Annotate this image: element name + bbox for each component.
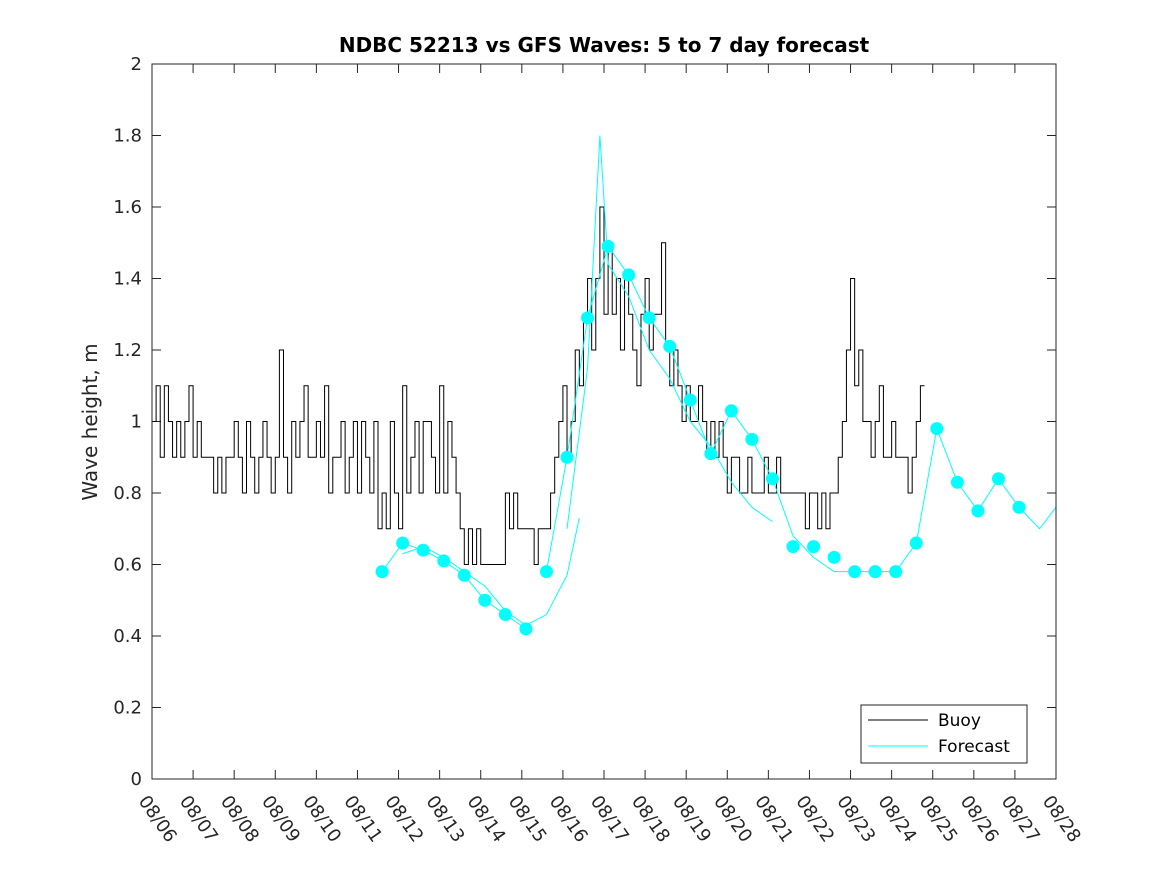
x-tick-label: 08/08	[216, 792, 263, 847]
forecast-marker	[991, 472, 1005, 486]
y-tick-label: 0.6	[113, 555, 142, 576]
forecast-marker	[683, 393, 697, 407]
forecast-marker	[889, 565, 903, 579]
x-tick-label: 08/17	[586, 792, 633, 847]
x-tick-label: 08/19	[668, 792, 715, 847]
forecast-marker	[1012, 500, 1026, 514]
y-tick-label: 1.6	[113, 197, 142, 218]
x-tick-label: 08/09	[257, 792, 304, 847]
forecast-marker	[622, 268, 636, 282]
forecast-marker	[971, 504, 985, 518]
buoy-series-line	[152, 206, 925, 565]
x-tick-label: 08/12	[380, 792, 427, 847]
forecast-marker	[909, 536, 923, 550]
forecast-run-line-4	[566, 135, 773, 529]
x-tick-label: 08/24	[874, 792, 921, 847]
x-tick-label: 08/18	[627, 792, 674, 847]
forecast-marker	[827, 550, 841, 564]
forecast-marker	[930, 422, 944, 436]
legend-box	[860, 704, 1028, 764]
forecast-marker	[539, 565, 553, 579]
forecast-marker	[560, 450, 574, 464]
x-tick-label: 08/20	[709, 792, 756, 847]
forecast-marker	[478, 593, 492, 607]
legend-forecast-label: Forecast	[938, 737, 1010, 757]
forecast-marker	[745, 432, 759, 446]
legend: Buoy Forecast	[860, 704, 1028, 764]
x-tick-label: 08/26	[956, 792, 1003, 847]
forecast-marker	[786, 540, 800, 554]
forecast-marker	[375, 565, 389, 579]
x-tick-label: 08/22	[791, 792, 838, 847]
forecast-marker	[437, 554, 451, 568]
forecast-marker	[457, 568, 471, 582]
x-tick-label: 08/15	[504, 792, 551, 847]
forecast-marker	[807, 540, 821, 554]
forecast-marker	[498, 608, 512, 622]
y-tick-label: 1.4	[113, 269, 142, 290]
y-tick-label: 0.4	[113, 626, 142, 647]
forecast-run-line-2	[402, 517, 580, 626]
forecast-marker	[581, 311, 595, 325]
forecast-run-line-5	[710, 409, 917, 573]
chart-title: NDBC 52213 vs GFS Waves: 5 to 7 day fore…	[339, 33, 870, 57]
y-tick-label: 0	[131, 769, 142, 790]
x-tick-label: 08/23	[832, 792, 879, 847]
plot-frame	[151, 63, 1057, 780]
forecast-marker	[704, 447, 718, 461]
forecast-marker	[724, 404, 738, 418]
forecast-marker	[396, 536, 410, 550]
forecast-marker	[848, 565, 862, 579]
x-tick-label: 08/21	[750, 792, 797, 847]
x-tick-label: 08/14	[463, 792, 510, 847]
forecast-marker	[950, 475, 964, 489]
y-tick-label: 1.8	[113, 126, 142, 147]
x-tick-label: 08/27	[997, 792, 1044, 847]
y-axis-label: Wave height, m	[78, 343, 102, 500]
y-tick-label: 0.8	[113, 483, 142, 504]
forecast-marker	[765, 472, 779, 486]
forecast-marker	[642, 311, 656, 325]
forecast-marker	[663, 339, 677, 353]
forecast-marker	[868, 565, 882, 579]
x-tick-label: 08/16	[545, 792, 592, 847]
x-tick-label: 08/06	[134, 792, 181, 847]
x-tick-label: 08/07	[175, 792, 222, 847]
forecast-marker	[601, 239, 615, 253]
forecast-marker	[519, 622, 533, 636]
legend-buoy-label: Buoy	[938, 711, 981, 731]
x-tick-label: 08/28	[1038, 792, 1085, 847]
x-tick-label: 08/11	[339, 792, 386, 847]
y-tick-label: 0.2	[113, 698, 142, 719]
x-tick-label: 08/13	[422, 792, 469, 847]
y-tick-label: 2	[131, 54, 142, 75]
forecast-run-line-6	[915, 426, 1057, 544]
y-tick-label: 1.2	[113, 340, 142, 361]
forecast-marker	[416, 543, 430, 557]
y-tick-label: 1	[131, 412, 142, 433]
x-tick-label: 08/25	[915, 792, 962, 847]
x-tick-label: 08/10	[298, 792, 345, 847]
